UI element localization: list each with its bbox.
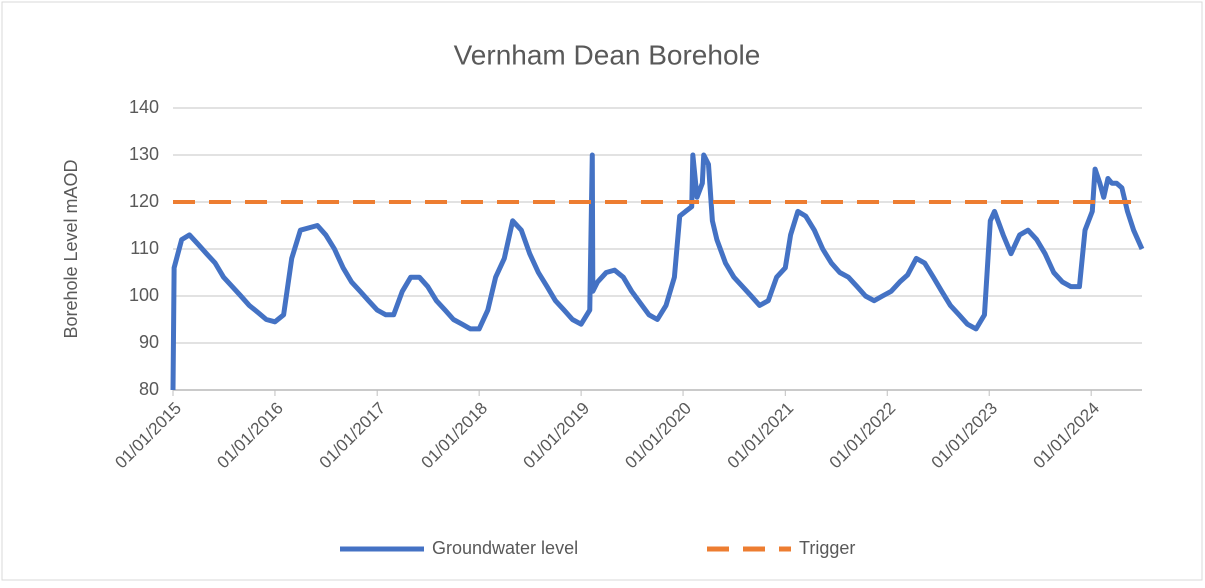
y-tick-label: 120 [129, 191, 159, 211]
y-tick-label: 140 [129, 97, 159, 117]
y-tick-label: 100 [129, 285, 159, 305]
y-tick-label: 110 [130, 238, 159, 258]
legend-label: Trigger [799, 538, 855, 558]
chart-title: Vernham Dean Borehole [454, 39, 761, 70]
legend-label: Groundwater level [432, 538, 578, 558]
line [170, 152, 1145, 391]
y-tick-label: 90 [139, 332, 159, 352]
y-tick-label: 130 [129, 144, 159, 164]
y-axis-title: Borehole Level mAOD [61, 159, 81, 338]
y-tick-label: 80 [139, 379, 159, 399]
